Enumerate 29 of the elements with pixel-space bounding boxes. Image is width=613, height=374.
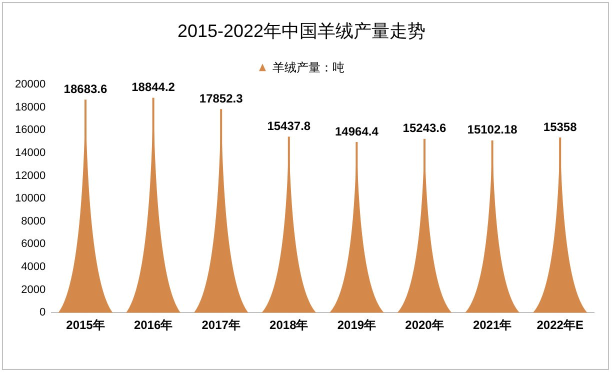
y-tick-label: 14000 xyxy=(14,147,46,160)
y-tick-label: 10000 xyxy=(14,192,46,205)
data-label: 18683.6 xyxy=(64,82,108,96)
data-label: 15243.6 xyxy=(402,121,447,136)
legend-label: 羊绒产量：吨 xyxy=(272,60,344,75)
y-tick-label: 12000 xyxy=(14,170,46,182)
y-tick-label: 18000 xyxy=(14,101,46,114)
y-tick-label: 6000 xyxy=(21,238,46,250)
y-tick-label: 16000 xyxy=(14,124,46,136)
data-label: 18844.2 xyxy=(132,80,176,94)
y-tick-label: 2000 xyxy=(21,284,46,296)
x-tick-label: 2016年 xyxy=(134,318,173,332)
x-tick-label: 2018年 xyxy=(270,318,308,332)
x-tick-label: 2020年 xyxy=(405,318,444,332)
data-label: 15437.8 xyxy=(267,118,311,133)
x-tick-label: 2015年 xyxy=(66,318,105,332)
x-tick-label: 2022年E xyxy=(536,318,584,332)
data-label: 15102.18 xyxy=(467,122,518,137)
data-label: 15358 xyxy=(543,120,578,134)
x-tick-label: 2021年 xyxy=(472,318,512,332)
y-tick-label: 8000 xyxy=(21,215,46,228)
y-tick-label: 0 xyxy=(39,306,46,319)
data-label: 17852.3 xyxy=(199,91,244,106)
x-tick-label: 2019年 xyxy=(337,318,376,332)
y-tick-label: 20000 xyxy=(14,78,46,91)
x-tick-label: 2017年 xyxy=(202,318,240,332)
data-label: 14964.4 xyxy=(335,124,379,138)
y-tick-label: 4000 xyxy=(21,261,46,274)
chart-title: 2015-2022年中国羊绒产量走势 xyxy=(177,20,426,41)
